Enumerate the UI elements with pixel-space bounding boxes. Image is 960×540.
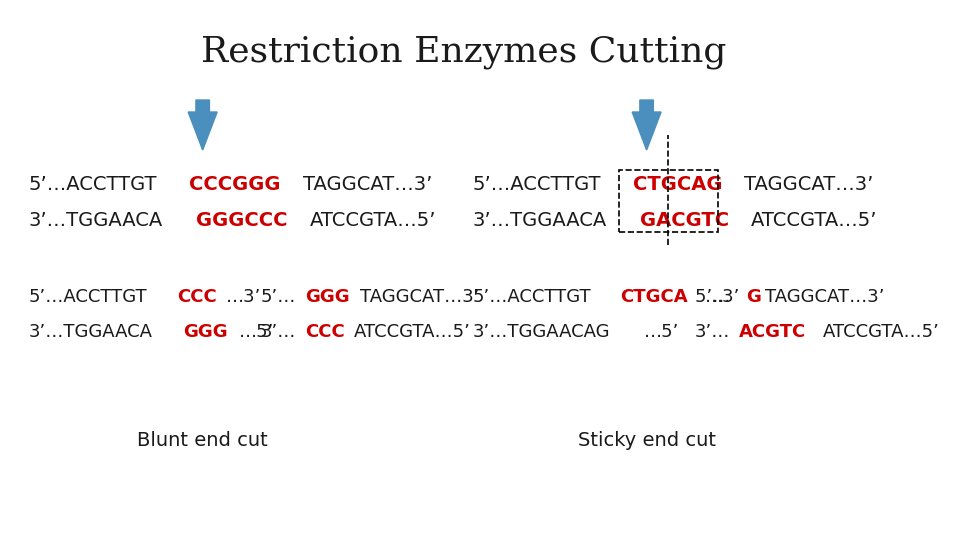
Text: 5’…ACCTTGT: 5’…ACCTTGT <box>473 176 601 194</box>
Text: …3’: …3’ <box>227 288 261 306</box>
Text: GGG: GGG <box>304 288 349 306</box>
Text: 5’…: 5’… <box>695 288 736 306</box>
Text: 5’…: 5’… <box>260 288 296 306</box>
Text: TAGGCAT…3’: TAGGCAT…3’ <box>764 288 884 306</box>
Text: …5’: …5’ <box>644 323 680 341</box>
Text: …5’: …5’ <box>239 323 275 341</box>
Text: Restriction Enzymes Cutting: Restriction Enzymes Cutting <box>201 35 726 69</box>
Polygon shape <box>188 100 217 150</box>
Text: 3’…TGGAACA: 3’…TGGAACA <box>29 323 153 341</box>
Text: TAGGCAT…3’: TAGGCAT…3’ <box>744 176 874 194</box>
Text: ACGTC: ACGTC <box>739 323 806 341</box>
Text: CTGCAG: CTGCAG <box>633 176 723 194</box>
Text: CCCGGG: CCCGGG <box>189 176 280 194</box>
Text: 3’…TGGAACA: 3’…TGGAACA <box>29 211 163 229</box>
Text: 3’…: 3’… <box>260 323 296 341</box>
Text: 5’…ACCTTGT: 5’…ACCTTGT <box>473 288 591 306</box>
Text: G: G <box>746 288 761 306</box>
Text: 3’…TGGAACAG: 3’…TGGAACAG <box>473 323 611 341</box>
Text: CCC: CCC <box>304 323 345 341</box>
Text: Blunt end cut: Blunt end cut <box>137 430 268 449</box>
Text: 3’…: 3’… <box>695 323 731 341</box>
Text: GGGCCC: GGGCCC <box>196 211 288 229</box>
Bar <box>618 170 718 232</box>
Text: 5’…ACCTTGT: 5’…ACCTTGT <box>29 176 157 194</box>
Text: TAGGCAT…3’: TAGGCAT…3’ <box>303 176 432 194</box>
Text: TAGGCAT…3’: TAGGCAT…3’ <box>360 288 480 306</box>
Text: 3’…TGGAACA: 3’…TGGAACA <box>473 211 607 229</box>
Text: ATCCGTA…5’: ATCCGTA…5’ <box>310 211 437 229</box>
Text: CTGCA: CTGCA <box>620 288 688 306</box>
Text: …3’: …3’ <box>705 288 740 306</box>
Text: 5’…ACCTTGT: 5’…ACCTTGT <box>29 288 148 306</box>
Text: CCC: CCC <box>177 288 216 306</box>
Text: ATCCGTA…5’: ATCCGTA…5’ <box>751 211 877 229</box>
Text: Sticky end cut: Sticky end cut <box>578 430 715 449</box>
Text: ATCCGTA…5’: ATCCGTA…5’ <box>823 323 940 341</box>
Polygon shape <box>632 100 661 150</box>
Text: ATCCGTA…5’: ATCCGTA…5’ <box>354 323 471 341</box>
Text: GGG: GGG <box>183 323 228 341</box>
Text: GACGTC: GACGTC <box>640 211 730 229</box>
